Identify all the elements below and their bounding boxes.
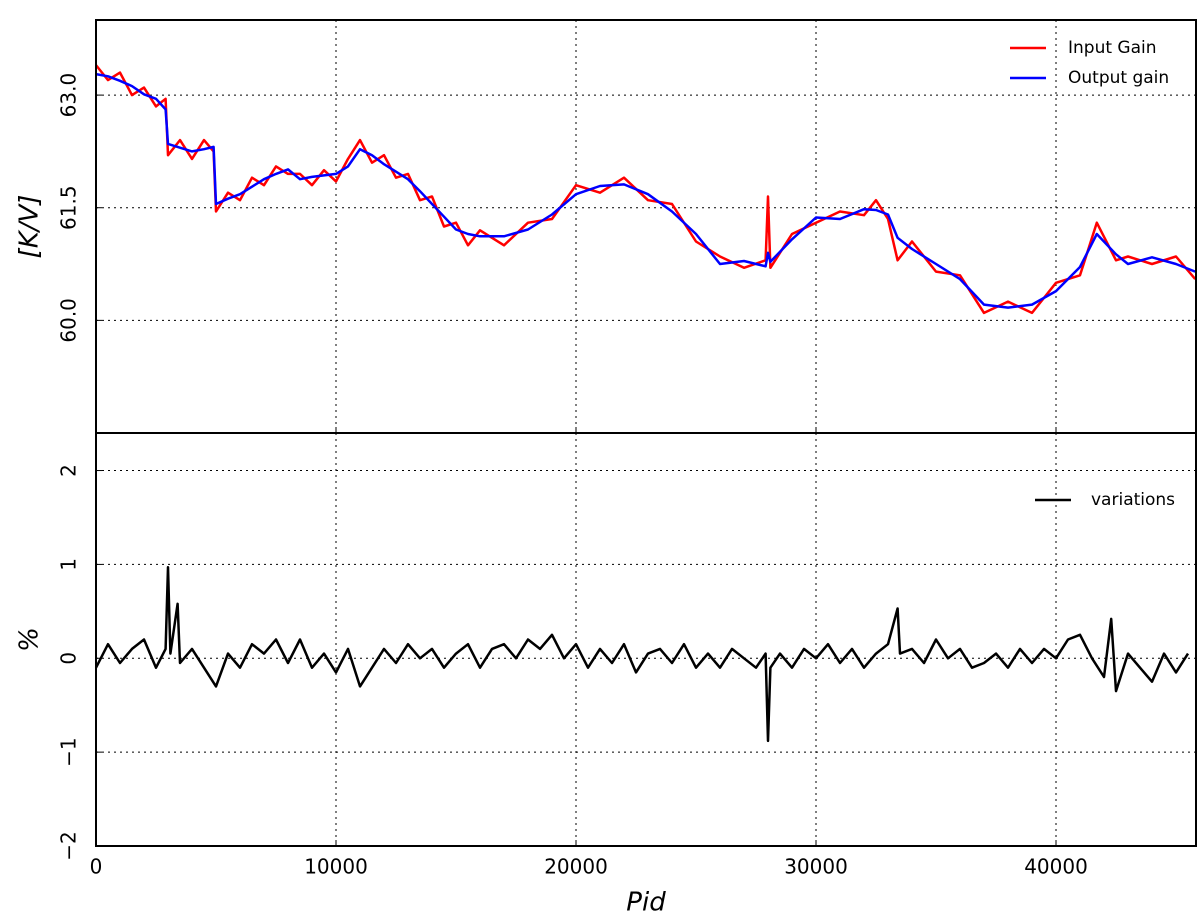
x-tick-label: 0 [90,855,103,879]
series-line [95,72,1196,309]
y-tick-label: 63.0 [57,73,81,118]
y-tick-label: 2 [57,464,81,477]
y-axis-label: % [15,627,45,652]
y-tick-label: 60.0 [57,298,81,343]
x-tick-label: 40000 [1024,855,1088,879]
y-tick-label: 61.5 [57,185,81,230]
axes-frame [95,19,1197,434]
x-axis-label: Pid [626,888,666,918]
x-tick-label: 20000 [544,855,608,879]
legend-label: Output gain [1068,68,1169,88]
y-axis-label: [K/V] [15,195,45,259]
legend-label: Input Gain [1068,38,1157,58]
legend-label: variations [1091,490,1175,510]
y-tick-label: −2 [57,831,81,860]
series-line [94,565,1190,743]
x-tick-label: 30000 [784,855,848,879]
axes-frame [95,432,1197,847]
y-tick-label: −1 [57,737,81,766]
y-tick-label: 1 [57,558,81,571]
y-tick-label: 0 [57,652,81,665]
x-tick-label: 10000 [304,855,368,879]
series-line [95,64,1197,315]
